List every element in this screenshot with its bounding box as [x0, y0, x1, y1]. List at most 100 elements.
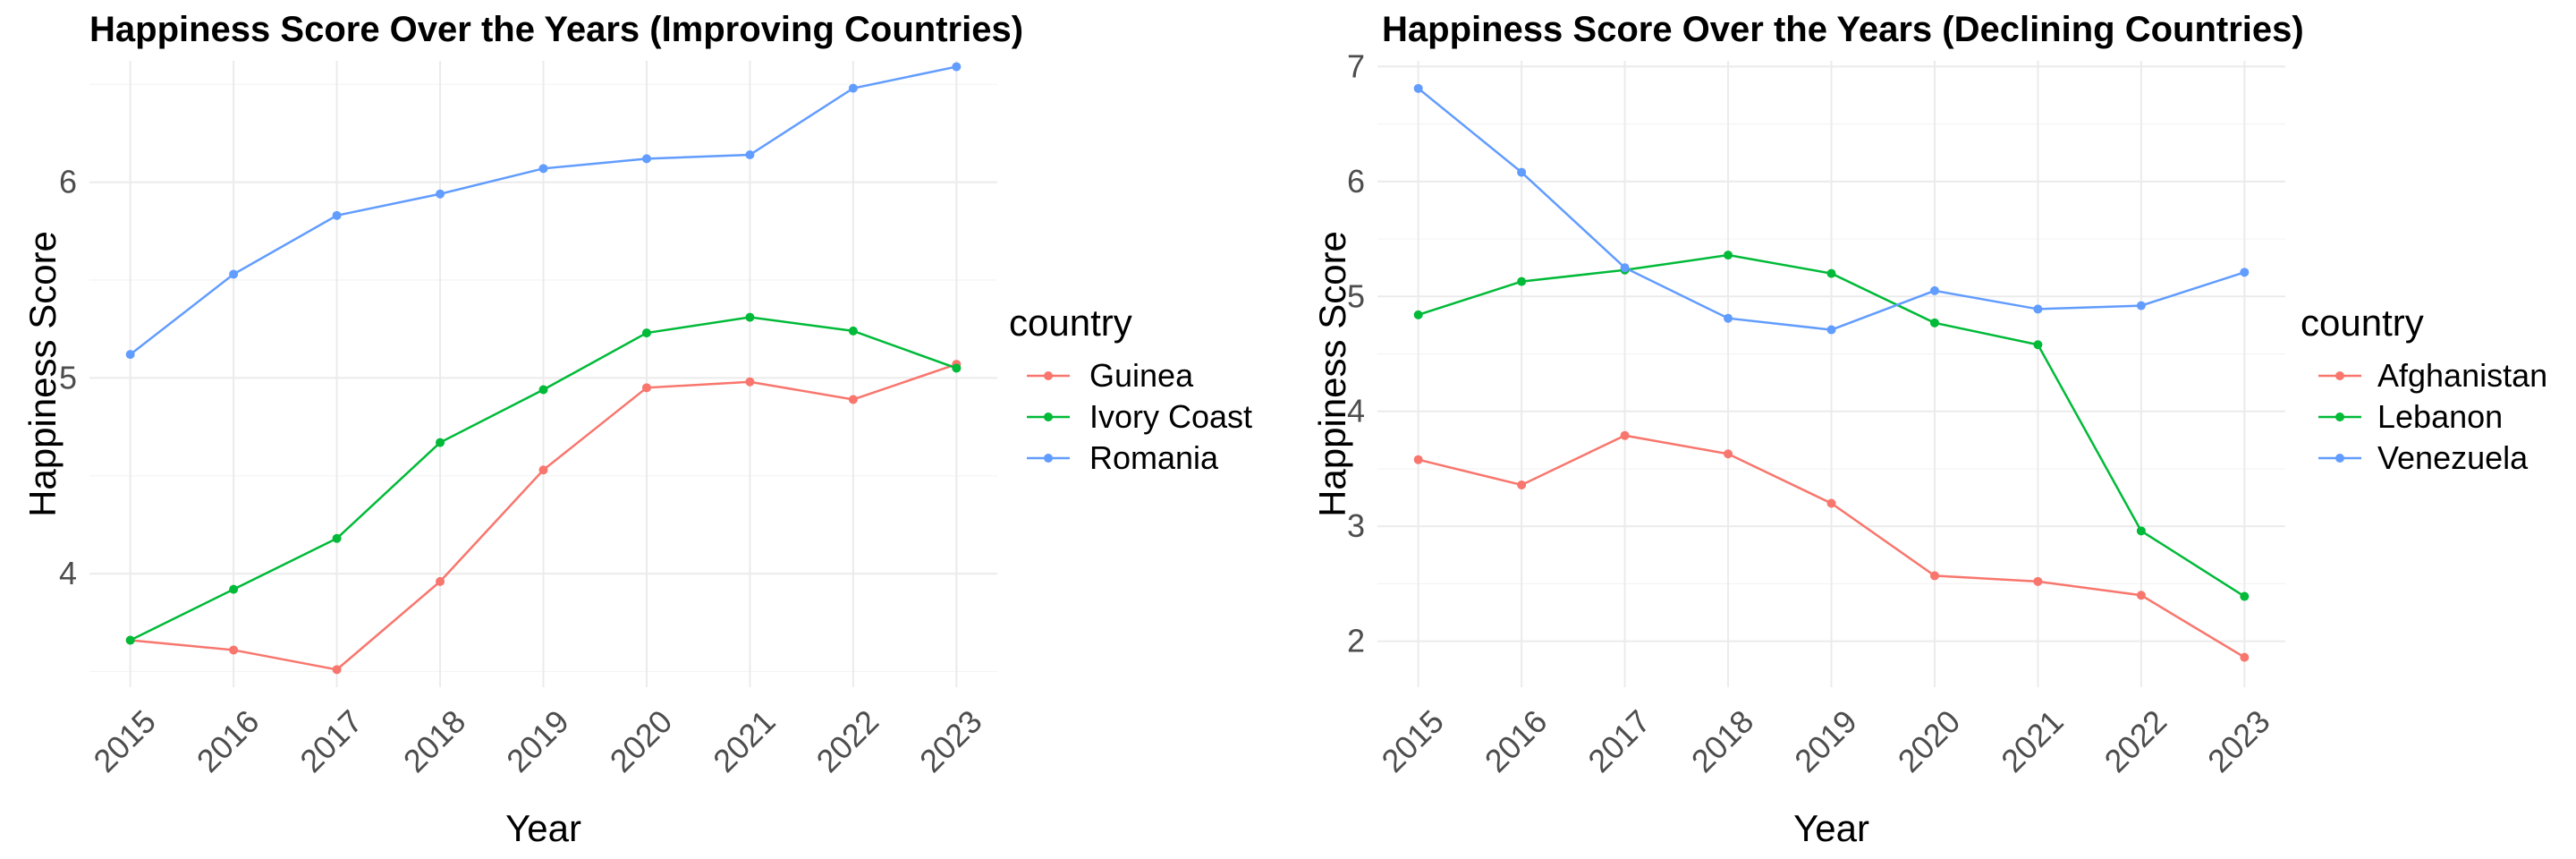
- x-tick-label: 2016: [190, 702, 267, 779]
- legend-key-point: [2335, 412, 2344, 421]
- x-tick-labels: 2015 2016 2017 2018 2019 2020 2021 2022 2023: [1374, 702, 2276, 779]
- gridlines: [1377, 61, 2285, 687]
- data-point: [229, 584, 239, 594]
- x-tick-label: 2019: [499, 702, 576, 779]
- x-tick-label: 2021: [706, 702, 783, 779]
- chart-title: Happiness Score Over the Years (Declinin…: [1382, 10, 2304, 49]
- data-point: [436, 189, 445, 199]
- data-point: [538, 385, 548, 395]
- data-point: [538, 164, 548, 174]
- legend-key-point: [1044, 454, 1053, 463]
- x-tick-label: 2016: [1478, 702, 1555, 779]
- x-tick-label: 2020: [1891, 702, 1968, 779]
- legend-label: Guinea: [1089, 357, 1194, 394]
- legend-title: country: [1009, 302, 1132, 344]
- data-point: [332, 210, 342, 220]
- legend-key-point: [1044, 371, 1053, 380]
- x-tick-label: 2018: [396, 702, 473, 779]
- data-point: [848, 326, 858, 336]
- legend-key-point: [1044, 412, 1053, 421]
- data-point: [1929, 285, 1939, 295]
- data-point: [952, 363, 962, 373]
- data-point: [229, 645, 239, 655]
- chart-title: Happiness Score Over the Years (Improvin…: [89, 10, 1023, 49]
- legend: country Afghanistan Lebanon Venezuela: [2301, 302, 2547, 476]
- x-tick-labels: 2015 2016 2017 2018 2019 2020 2021 2022 2023: [86, 702, 988, 779]
- x-tick-label: 2022: [809, 702, 886, 779]
- data-point: [1413, 83, 1423, 93]
- data-point: [1517, 276, 1527, 286]
- data-point: [2033, 304, 2043, 314]
- legend-label: Afghanistan: [2377, 357, 2547, 394]
- data-point: [1517, 480, 1527, 489]
- data-point: [1413, 455, 1423, 464]
- data-point: [745, 312, 755, 322]
- y-tick-label: 4: [1347, 393, 1365, 430]
- data-point: [125, 635, 135, 645]
- data-point: [436, 438, 445, 447]
- legend-key-point: [2335, 454, 2344, 463]
- y-tick-label: 7: [1347, 47, 1365, 84]
- x-tick-label: 2023: [912, 702, 989, 779]
- data-point: [1826, 325, 1836, 335]
- data-point: [2136, 591, 2146, 600]
- x-tick-label: 2015: [86, 702, 163, 779]
- x-tick-label: 2021: [1994, 702, 2071, 779]
- y-axis-title: Happiness Score: [1311, 231, 1353, 517]
- y-tick-labels: 2 3 4 5 6 7: [1347, 47, 1365, 659]
- data-point: [229, 269, 239, 279]
- x-tick-label: 2023: [2200, 702, 2277, 779]
- chart-improving: Happiness Score Over the Years (Improvin…: [21, 10, 1252, 849]
- data-point: [1929, 318, 1939, 327]
- y-tick-label: 6: [59, 164, 77, 200]
- legend-item: Guinea: [1027, 357, 1194, 394]
- legend-label: Venezuela: [2377, 439, 2529, 476]
- y-tick-label: 4: [59, 555, 77, 591]
- data-point: [745, 150, 755, 159]
- legend-item: Lebanon: [2318, 398, 2503, 435]
- x-tick-label: 2018: [1684, 702, 1761, 779]
- data-point: [745, 377, 755, 387]
- legend-label: Lebanon: [2377, 398, 2503, 435]
- data-point: [332, 665, 342, 675]
- y-tick-label: 5: [59, 359, 77, 395]
- data-point: [1517, 167, 1527, 177]
- legend-label: Romania: [1089, 439, 1219, 476]
- y-tick-label: 3: [1347, 507, 1365, 544]
- data-point: [2240, 652, 2250, 662]
- data-point: [1413, 310, 1423, 319]
- data-point: [952, 62, 962, 72]
- legend-label: Ivory Coast: [1089, 398, 1252, 435]
- data-point: [2240, 268, 2250, 277]
- data-point: [1929, 571, 1939, 581]
- legend: country Guinea Ivory Coast Romania: [1009, 302, 1252, 476]
- data-point: [1826, 498, 1836, 508]
- data-point: [1620, 430, 1630, 440]
- y-tick-label: 2: [1347, 623, 1365, 659]
- data-point: [436, 576, 445, 586]
- data-point: [1620, 263, 1630, 273]
- data-point: [641, 328, 651, 338]
- data-point: [538, 465, 548, 475]
- data-point: [1724, 449, 1733, 459]
- x-axis-title: Year: [1793, 807, 1869, 849]
- data-point: [2136, 301, 2146, 310]
- data-point: [1724, 251, 1733, 260]
- data-point: [848, 83, 858, 93]
- legend-item: Romania: [1027, 439, 1219, 476]
- data-point: [2033, 576, 2043, 586]
- x-tick-label: 2022: [2097, 702, 2174, 779]
- series-lines: [125, 62, 962, 675]
- x-tick-label: 2017: [292, 702, 369, 779]
- x-tick-label: 2015: [1374, 702, 1451, 779]
- series-lines: [1413, 83, 2250, 662]
- legend-title: country: [2301, 302, 2424, 344]
- data-point: [332, 533, 342, 543]
- y-tick-labels: 4 5 6: [59, 164, 77, 592]
- data-point: [2033, 340, 2043, 350]
- data-point: [125, 350, 135, 360]
- legend-item: Ivory Coast: [1027, 398, 1252, 435]
- data-point: [848, 395, 858, 404]
- data-point: [1826, 268, 1836, 278]
